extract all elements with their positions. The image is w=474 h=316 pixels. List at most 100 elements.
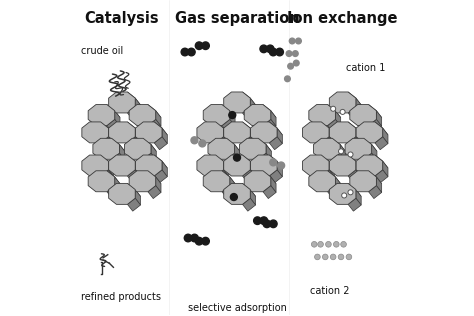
Polygon shape [269, 155, 283, 168]
Polygon shape [263, 185, 276, 198]
Polygon shape [107, 119, 120, 132]
Polygon shape [115, 177, 120, 192]
Polygon shape [243, 198, 255, 211]
Circle shape [269, 48, 277, 56]
Polygon shape [230, 111, 235, 126]
Polygon shape [203, 105, 230, 125]
Polygon shape [197, 122, 223, 143]
Circle shape [278, 162, 284, 169]
Polygon shape [356, 122, 383, 143]
Polygon shape [321, 137, 334, 150]
Polygon shape [128, 155, 140, 168]
Circle shape [270, 220, 277, 228]
Polygon shape [329, 122, 356, 143]
Polygon shape [222, 171, 235, 184]
Polygon shape [100, 170, 114, 183]
Polygon shape [383, 128, 388, 143]
Polygon shape [162, 128, 167, 143]
Polygon shape [162, 161, 167, 177]
Polygon shape [109, 92, 135, 113]
Polygon shape [250, 161, 255, 177]
Polygon shape [224, 122, 250, 143]
Polygon shape [348, 170, 361, 183]
Polygon shape [332, 153, 346, 166]
Polygon shape [328, 171, 341, 184]
Polygon shape [258, 138, 271, 151]
Polygon shape [348, 155, 361, 168]
Polygon shape [356, 190, 361, 205]
Polygon shape [348, 137, 361, 150]
Polygon shape [235, 144, 240, 160]
Polygon shape [136, 155, 162, 176]
Circle shape [260, 45, 267, 53]
Polygon shape [375, 155, 388, 168]
Circle shape [188, 48, 195, 56]
Polygon shape [340, 144, 346, 160]
Polygon shape [135, 190, 140, 205]
Polygon shape [350, 105, 376, 125]
Polygon shape [314, 138, 340, 159]
Polygon shape [88, 171, 115, 192]
Polygon shape [222, 185, 235, 198]
Circle shape [260, 217, 268, 224]
Polygon shape [155, 111, 161, 126]
Polygon shape [112, 138, 125, 151]
Polygon shape [222, 119, 235, 132]
Polygon shape [277, 161, 283, 177]
Polygon shape [224, 155, 250, 176]
Polygon shape [302, 122, 329, 143]
Polygon shape [93, 138, 119, 159]
Polygon shape [216, 170, 229, 183]
Polygon shape [115, 111, 120, 126]
Polygon shape [309, 105, 336, 125]
Polygon shape [263, 105, 276, 118]
Polygon shape [269, 122, 283, 135]
Polygon shape [369, 119, 382, 132]
Text: selective adsorption: selective adsorption [188, 303, 286, 313]
Circle shape [266, 45, 274, 53]
Polygon shape [128, 92, 140, 105]
Circle shape [288, 64, 293, 69]
Polygon shape [154, 122, 167, 135]
Polygon shape [100, 122, 114, 135]
Polygon shape [224, 92, 250, 113]
Polygon shape [136, 122, 162, 143]
Text: Gas separation: Gas separation [174, 11, 300, 26]
Circle shape [276, 48, 283, 56]
Polygon shape [109, 122, 135, 143]
Circle shape [270, 159, 277, 166]
Circle shape [331, 106, 336, 111]
Polygon shape [269, 137, 283, 150]
Polygon shape [135, 161, 140, 177]
Polygon shape [243, 137, 255, 150]
Polygon shape [100, 155, 114, 168]
Polygon shape [375, 170, 388, 183]
Polygon shape [107, 105, 120, 118]
Polygon shape [356, 155, 383, 176]
Polygon shape [223, 128, 229, 143]
Circle shape [315, 254, 320, 260]
Polygon shape [151, 144, 156, 160]
Circle shape [311, 241, 317, 247]
Polygon shape [222, 105, 235, 118]
Polygon shape [328, 105, 341, 118]
Circle shape [292, 51, 298, 57]
Polygon shape [243, 122, 255, 135]
Circle shape [326, 241, 331, 247]
Polygon shape [356, 161, 361, 177]
Polygon shape [369, 171, 382, 184]
Circle shape [191, 234, 198, 242]
Polygon shape [154, 170, 167, 183]
Polygon shape [375, 137, 388, 150]
Polygon shape [356, 128, 361, 143]
Circle shape [296, 38, 301, 44]
Polygon shape [227, 153, 240, 166]
Polygon shape [336, 177, 341, 192]
Circle shape [289, 38, 295, 44]
Circle shape [348, 152, 353, 157]
Polygon shape [128, 122, 140, 135]
Polygon shape [224, 183, 250, 204]
Polygon shape [329, 155, 356, 176]
Polygon shape [348, 122, 361, 135]
Circle shape [202, 42, 210, 50]
